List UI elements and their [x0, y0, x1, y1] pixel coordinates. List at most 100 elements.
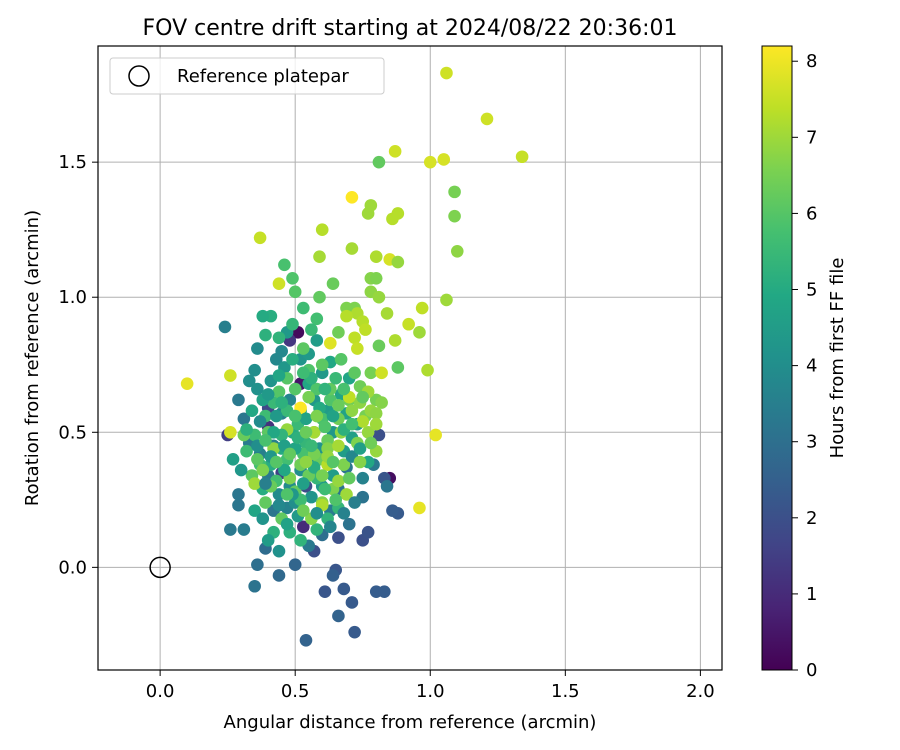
colorbar-tick-label: 7: [806, 127, 817, 148]
data-point: [251, 558, 264, 571]
y-tick-label: 0.5: [58, 422, 87, 443]
colorbar-tick-label: 2: [806, 508, 817, 529]
data-point: [310, 312, 324, 326]
data-point: [315, 358, 329, 372]
data-point: [245, 404, 259, 417]
data-point: [318, 482, 332, 496]
data-point: [337, 507, 351, 520]
data-point: [248, 363, 261, 377]
data-point: [315, 469, 329, 482]
colorbar-tick-label: 6: [806, 203, 817, 224]
data-point: [315, 223, 329, 236]
data-point: [259, 328, 272, 342]
data-point: [313, 290, 326, 304]
data-point: [375, 366, 388, 380]
data-point: [415, 301, 429, 315]
data-point: [305, 490, 318, 504]
data-point: [256, 309, 270, 323]
data-point: [437, 153, 451, 166]
data-point: [256, 463, 270, 477]
data-point: [261, 388, 275, 401]
data-point: [296, 366, 310, 380]
data-point: [361, 425, 375, 439]
data-point: [440, 293, 453, 307]
data-point: [310, 507, 324, 520]
data-point: [450, 244, 464, 258]
data-point: [372, 339, 386, 353]
data-point: [242, 374, 256, 388]
colorbar-ticks: 0 1 2 3 4 5 6 7 8: [792, 51, 817, 681]
x-tick-label: 2.0: [686, 681, 715, 702]
data-point: [448, 185, 461, 199]
data-point: [440, 66, 453, 80]
colorbar: [761, 45, 793, 671]
data-point: [272, 498, 286, 512]
data-point: [280, 517, 294, 531]
data-point: [332, 609, 345, 623]
data-point: [369, 417, 383, 431]
y-tick-label: 1.0: [58, 287, 87, 308]
data-point: [224, 425, 237, 439]
data-point: [232, 393, 245, 407]
data-point: [299, 425, 313, 439]
chart-title: FOV centre drift starting at 2024/08/22 …: [143, 16, 678, 41]
data-point: [326, 569, 340, 582]
data-point: [332, 474, 345, 488]
data-point: [372, 290, 386, 304]
x-tick-label: 1.0: [416, 681, 445, 702]
data-point: [345, 242, 359, 255]
data-point: [310, 334, 324, 347]
data-point: [296, 477, 310, 490]
data-point: [375, 396, 388, 409]
data-point: [275, 396, 288, 409]
colorbar-tick-label: 1: [806, 584, 817, 605]
data-point: [356, 415, 370, 428]
data-point: [253, 415, 267, 428]
data-point: [272, 331, 286, 345]
data-point: [359, 323, 372, 336]
data-point: [348, 366, 361, 380]
data-point: [310, 409, 324, 423]
data-point: [402, 317, 415, 331]
data-point: [296, 504, 310, 517]
data-point: [272, 385, 286, 399]
data-point: [232, 488, 245, 501]
data-point: [259, 434, 272, 447]
data-point: [480, 112, 494, 126]
x-tick-label: 0.5: [281, 681, 310, 702]
data-point: [361, 525, 375, 539]
data-point: [286, 353, 299, 366]
data-point: [391, 255, 405, 269]
data-point: [337, 458, 351, 472]
data-point: [448, 209, 461, 223]
data-point: [353, 455, 367, 469]
data-point: [310, 523, 324, 536]
data-point: [380, 480, 394, 493]
data-point: [345, 417, 359, 431]
data-point: [224, 369, 237, 382]
data-point: [302, 390, 316, 404]
data-point: [423, 155, 437, 169]
data-point: [332, 326, 345, 339]
data-point: [269, 455, 283, 469]
data-point: [261, 534, 275, 547]
data-point: [329, 493, 343, 507]
x-tick-label: 0.0: [146, 681, 175, 702]
data-point: [251, 342, 264, 355]
y-axis-ticks: 0.0 0.5 1.0 1.5: [58, 152, 98, 578]
data-point: [248, 579, 261, 593]
data-point: [299, 633, 313, 647]
data-point: [288, 285, 302, 299]
legend: Reference platepar: [109, 57, 385, 95]
data-point: [353, 442, 367, 455]
data-point: [356, 471, 370, 485]
data-point: [421, 363, 434, 377]
data-point: [299, 455, 313, 469]
data-point: [278, 258, 291, 272]
data-point: [305, 439, 318, 453]
data-point: [286, 272, 299, 285]
data-point: [226, 452, 240, 466]
legend-marker-reference: [128, 65, 150, 87]
x-axis-label: Angular distance from reference (arcmin): [224, 712, 597, 733]
x-tick-label: 1.5: [551, 681, 580, 702]
